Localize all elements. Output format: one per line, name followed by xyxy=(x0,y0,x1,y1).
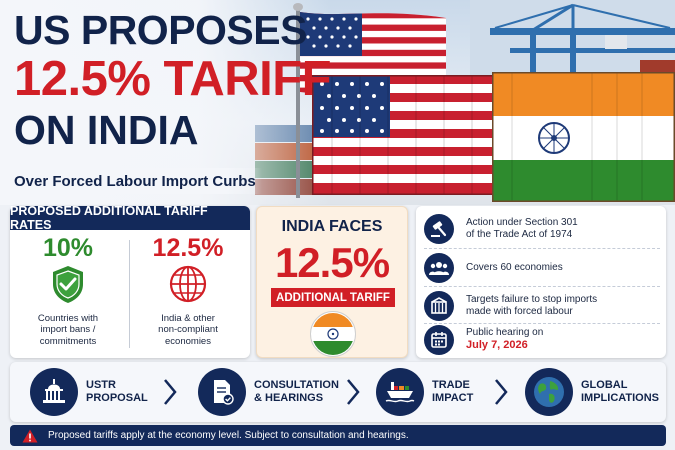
calendar-icon xyxy=(424,325,454,355)
additional-tariff-badge: ADDITIONAL TARIFF xyxy=(271,288,395,307)
step-global-implications: GLOBAL IMPLICATIONS xyxy=(525,368,659,416)
step-trade-impact: TRADE IMPACT xyxy=(376,368,473,416)
hearing-date: July 7, 2026 xyxy=(466,339,528,352)
capitol-icon xyxy=(30,368,78,416)
fact-text-section-301: Action under Section 301 of the Trade Ac… xyxy=(466,216,578,241)
rate-desc-12-5: India & other non-compliant economies xyxy=(158,313,218,347)
process-flow-panel: USTR PROPOSAL CONSULTATION & HEARINGS xyxy=(10,362,666,422)
footer-disclaimer: Proposed tariffs apply at the economy le… xyxy=(10,425,666,446)
chevron-right-icon xyxy=(164,379,177,405)
fact-forced-labour: Targets failure to stop imports made wit… xyxy=(424,289,660,323)
rate-desc-10: Countries with import bans / commitments xyxy=(37,313,99,347)
step-label: GLOBAL IMPLICATIONS xyxy=(581,378,660,404)
chevron-right-icon xyxy=(495,379,508,405)
chevron-right-icon xyxy=(347,379,360,405)
headline: US PROPOSES 12.5% TARIFF ON INDIA xyxy=(14,7,332,153)
step-label: USTR PROPOSAL xyxy=(86,378,148,404)
rate-column-12-5: 12.5% India & other non-compliant econom… xyxy=(130,234,246,347)
group-icon xyxy=(424,253,454,283)
rate-column-10: 10% Countries with import bans / commitm… xyxy=(10,234,126,347)
flagpole xyxy=(296,8,300,198)
fact-divider xyxy=(424,286,660,287)
fact-text-forced-labour: Targets failure to stop imports made wit… xyxy=(466,293,598,318)
tariff-rates-panel: PROPOSED ADDITIONAL TARIFF RATES 10% Cou… xyxy=(10,204,250,358)
us-flag-container-image xyxy=(312,75,504,195)
cargo-ship-icon xyxy=(376,368,424,416)
shield-check-icon xyxy=(53,266,83,303)
fact-hearing: Public hearing on July 7, 2026 xyxy=(424,323,660,357)
headline-line-1: US PROPOSES xyxy=(14,7,307,53)
rate-value-12-5: 12.5% xyxy=(152,234,224,262)
step-ustr-proposal: USTR PROPOSAL xyxy=(30,368,148,416)
flagpole-finial xyxy=(293,3,303,11)
rate-value-10: 10% xyxy=(42,234,94,262)
globe-grid-icon xyxy=(169,265,207,303)
india-faces-value: 12.5% xyxy=(274,239,390,286)
step-consultation: CONSULTATION & HEARINGS xyxy=(198,368,339,416)
fact-coverage: Covers 60 economies xyxy=(424,251,660,285)
hero-banner: US PROPOSES 12.5% TARIFF ON INDIA Over F… xyxy=(0,0,675,205)
headline-line-2: 12.5% TARIFF xyxy=(14,52,332,106)
rate-divider xyxy=(129,240,130,348)
india-faces-panel: INDIA FACES 12.5% ADDITIONAL TARIFF xyxy=(256,206,408,358)
footer-text: Proposed tariffs apply at the economy le… xyxy=(48,430,409,441)
fact-text-coverage: Covers 60 economies xyxy=(466,261,563,273)
key-facts-panel: Action under Section 301 of the Trade Ac… xyxy=(416,206,666,358)
fact-divider xyxy=(424,323,660,324)
fact-section-301: Action under Section 301 of the Trade Ac… xyxy=(424,212,660,246)
fact-divider xyxy=(424,248,660,249)
document-check-icon xyxy=(198,368,246,416)
subtitle-banner: Over Forced Labour Import Curbs xyxy=(0,168,262,194)
fact-text-hearing: Public hearing on July 7, 2026 xyxy=(466,327,543,353)
globe-icon xyxy=(525,368,573,416)
warning-icon xyxy=(22,429,38,442)
gavel-icon xyxy=(424,214,454,244)
hearing-label: Public hearing on xyxy=(466,326,544,338)
subtitle: Over Forced Labour Import Curbs xyxy=(14,172,256,190)
india-faces-title: INDIA FACES xyxy=(281,218,383,235)
india-flag-container-image xyxy=(492,72,675,202)
step-label: TRADE IMPACT xyxy=(432,378,474,404)
factory-icon xyxy=(424,291,454,321)
tariff-rates-header: PROPOSED ADDITIONAL TARIFF RATES xyxy=(10,204,250,232)
step-label: CONSULTATION & HEARINGS xyxy=(254,378,339,404)
india-flag-icon xyxy=(310,311,356,357)
headline-line-3: ON INDIA xyxy=(14,107,199,153)
